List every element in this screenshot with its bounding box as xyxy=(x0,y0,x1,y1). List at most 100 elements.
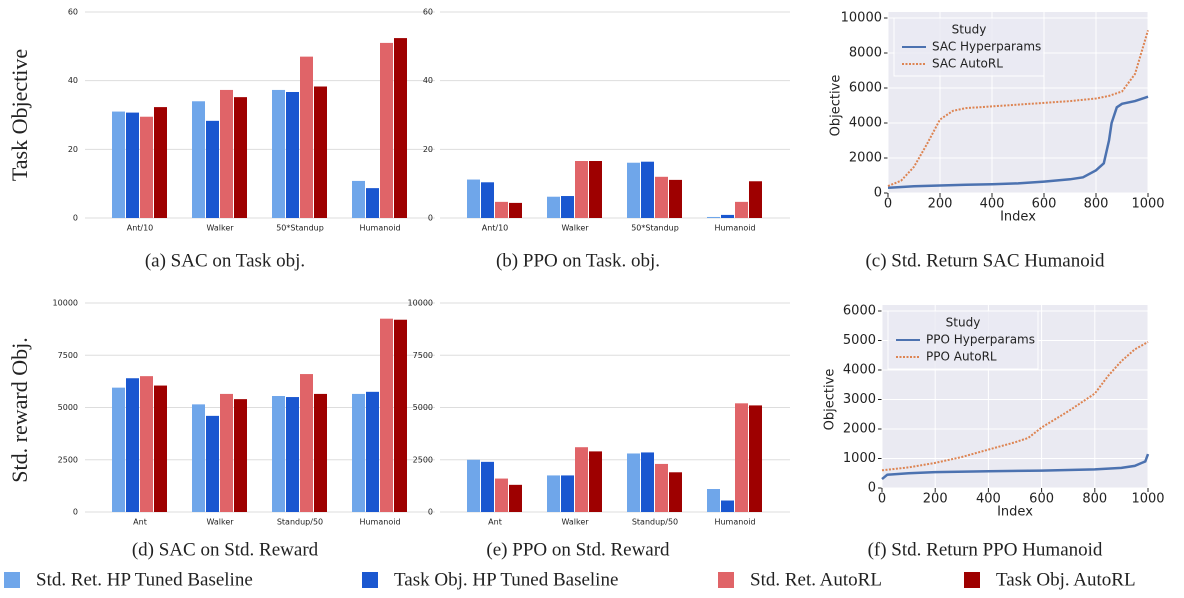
bar xyxy=(234,97,247,218)
y-tick-label: 0 xyxy=(428,214,433,223)
bar xyxy=(509,484,522,512)
x-tick-label: 1000 xyxy=(1131,492,1164,507)
x-tick-label: 0 xyxy=(884,197,892,212)
bar xyxy=(206,120,219,218)
bar xyxy=(467,179,480,218)
legend-label: PPO Hyperparams xyxy=(926,333,1035,347)
y-axis-label: Objective xyxy=(823,369,838,431)
bar xyxy=(575,161,588,218)
bar xyxy=(641,161,654,218)
bar xyxy=(481,461,494,512)
x-tick-label: Humanoid xyxy=(359,224,400,233)
bar xyxy=(314,86,327,219)
y-tick-label: 10000 xyxy=(53,299,78,308)
bar xyxy=(561,196,574,218)
bar xyxy=(669,472,682,512)
x-tick-label: 400 xyxy=(980,197,1005,212)
x-tick-label: Humanoid xyxy=(714,518,755,527)
x-tick-label: Ant xyxy=(133,518,147,527)
bar xyxy=(366,188,379,218)
y-tick-label: 3000 xyxy=(843,392,876,407)
bar xyxy=(721,500,734,512)
legend-label: Task Obj. HP Tuned Baseline xyxy=(394,569,618,590)
bar xyxy=(495,478,508,512)
legend-label: PPO AutoRL xyxy=(926,350,997,364)
bar xyxy=(641,452,654,512)
legend-swatch xyxy=(718,572,734,588)
legend-label: SAC AutoRL xyxy=(932,57,1003,71)
bar xyxy=(394,38,407,218)
y-tick-label: 6000 xyxy=(849,81,882,96)
y-tick-label: 7500 xyxy=(58,351,78,360)
legend-swatch xyxy=(362,572,378,588)
x-tick-label: 600 xyxy=(1032,197,1057,212)
bar xyxy=(126,378,139,512)
y-tick-label: 20 xyxy=(68,145,78,154)
y-tick-label: 10000 xyxy=(408,299,433,308)
caption: (c) Std. Return SAC Humanoid xyxy=(865,250,1105,271)
bar xyxy=(669,179,682,218)
bar xyxy=(575,447,588,512)
bar xyxy=(272,89,285,218)
legend-label: Std. Ret. AutoRL xyxy=(750,569,882,590)
bar xyxy=(627,453,640,512)
bar xyxy=(589,451,602,512)
bar xyxy=(314,393,327,512)
line xyxy=(881,341,1149,472)
x-tick-label: 200 xyxy=(928,197,953,212)
bar xyxy=(206,415,219,512)
x-axis-label: Index xyxy=(1000,210,1036,225)
x-tick-label: 0 xyxy=(878,492,886,507)
bar xyxy=(735,201,748,218)
bar xyxy=(272,396,285,512)
legend-title: Study xyxy=(952,23,987,37)
caption: (a) SAC on Task obj. xyxy=(145,250,305,271)
line xyxy=(887,95,1149,190)
legend-label: SAC Hyperparams xyxy=(932,40,1041,54)
y-tick-label: 8000 xyxy=(849,46,882,61)
x-tick-label: Humanoid xyxy=(359,518,400,527)
x-tick-label: Standup/50 xyxy=(277,518,323,527)
bar xyxy=(234,399,247,512)
bar xyxy=(140,116,153,218)
caption: (b) PPO on Task. obj. xyxy=(496,250,660,271)
legend-label: Task Obj. AutoRL xyxy=(996,569,1136,590)
bar xyxy=(220,393,233,512)
y-tick-label: 0 xyxy=(73,214,78,223)
y-tick-label: 4000 xyxy=(843,363,876,378)
x-tick-label: Walker xyxy=(206,518,234,527)
bar xyxy=(380,318,393,512)
bar xyxy=(707,216,720,218)
bar xyxy=(749,181,762,218)
caption: (e) PPO on Std. Reward xyxy=(486,539,670,560)
x-tick-label: 50*Standup xyxy=(276,224,324,233)
y-tick-label: 0 xyxy=(428,508,433,517)
legend-title: Study xyxy=(946,316,981,330)
x-axis-label: Index xyxy=(997,505,1033,520)
bar xyxy=(749,405,762,512)
x-tick-label: 1000 xyxy=(1131,197,1164,212)
line xyxy=(887,30,1149,187)
bar xyxy=(721,214,734,218)
bar xyxy=(655,176,668,218)
bar xyxy=(300,56,313,219)
y-tick-label: 5000 xyxy=(843,333,876,348)
x-tick-label: Walker xyxy=(561,224,589,233)
bar xyxy=(192,404,205,512)
y-tick-label: 40 xyxy=(423,76,433,85)
bar xyxy=(220,89,233,218)
y-tick-label: 6000 xyxy=(843,304,876,319)
bar xyxy=(467,459,480,512)
x-tick-label: 600 xyxy=(1029,492,1054,507)
y-tick-label: 2500 xyxy=(413,455,433,464)
x-tick-label: 50*Standup xyxy=(631,224,679,233)
bar xyxy=(547,196,560,218)
bar xyxy=(589,161,602,218)
x-tick-label: Walker xyxy=(206,224,234,233)
bar xyxy=(352,393,365,512)
row-label: Task Objective xyxy=(7,49,32,181)
y-tick-label: 2500 xyxy=(58,455,78,464)
y-tick-label: 4000 xyxy=(849,116,882,131)
bar xyxy=(509,202,522,218)
